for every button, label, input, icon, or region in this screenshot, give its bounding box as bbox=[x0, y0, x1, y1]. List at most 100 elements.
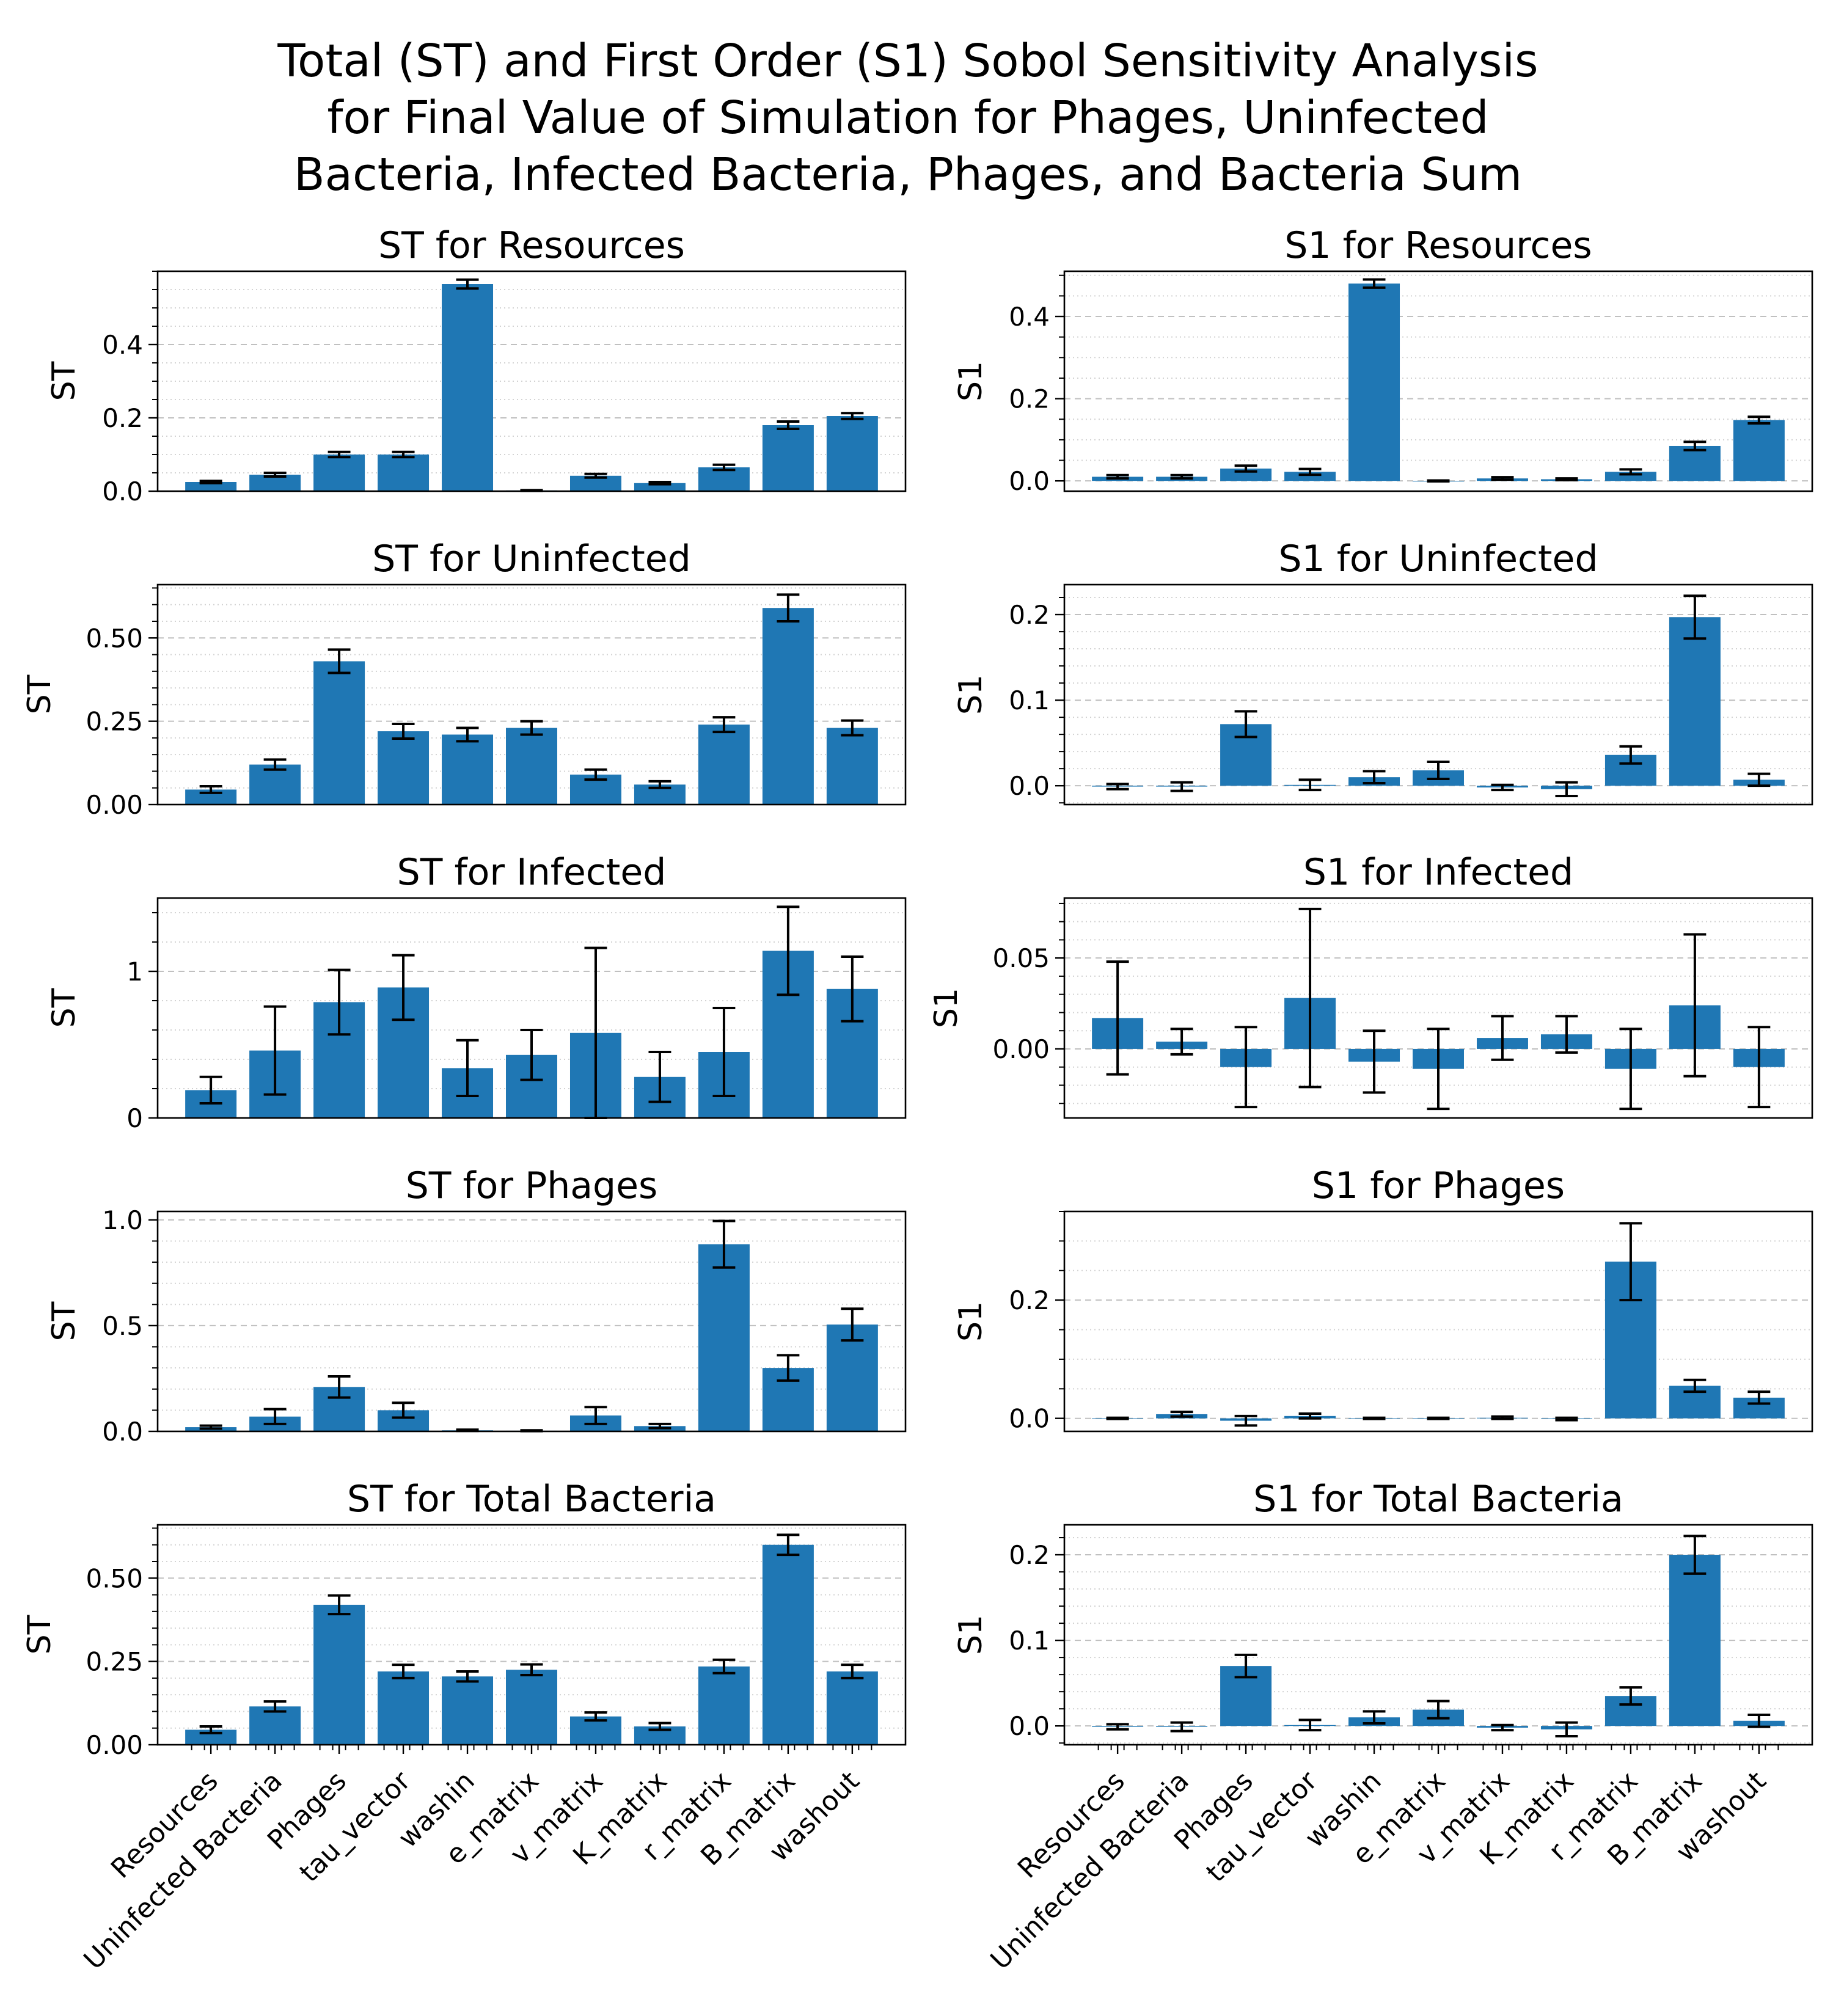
y-axis-label: ST bbox=[21, 674, 58, 714]
bar-r_matrix bbox=[698, 1666, 750, 1745]
y-tick-label: 0.00 bbox=[86, 790, 143, 820]
bar-washin bbox=[1348, 283, 1400, 481]
axes-frame bbox=[156, 583, 907, 806]
bar-r_matrix bbox=[1604, 472, 1656, 481]
bar-e_matrix bbox=[506, 728, 557, 805]
bar-phages bbox=[313, 661, 365, 805]
subplot-8: S1 for Phages 0.0 0.2 S1 bbox=[953, 1164, 1813, 1434]
y-tick-label: 0.25 bbox=[86, 707, 143, 737]
axes-frame bbox=[1063, 1210, 1813, 1433]
subplot-4: S1 for Uninfected 0.0 0.1 0.2 S1 bbox=[953, 538, 1813, 806]
subplot-3: ST for Uninfected 0.00 0.25 0.50 ST bbox=[21, 538, 907, 820]
subplot-title: S1 for Uninfected bbox=[1278, 538, 1598, 580]
y-tick-label: 0.2 bbox=[1009, 1285, 1050, 1315]
subplot-title: S1 for Infected bbox=[1303, 851, 1573, 894]
y-tick-label: 0.00 bbox=[992, 1034, 1050, 1064]
bar-r_matrix bbox=[698, 725, 750, 805]
subplot-title: S1 for Total Bacteria bbox=[1253, 1478, 1623, 1521]
subplot-title: ST for Resources bbox=[378, 224, 685, 267]
figure-title-line-2: for Final Value of Simulation for Phages… bbox=[327, 92, 1488, 144]
y-axis-label: ST bbox=[46, 361, 82, 401]
y-tick-label: 0.2 bbox=[1009, 600, 1050, 630]
y-tick-label: 0.2 bbox=[1009, 384, 1050, 414]
y-axis-label: S1 bbox=[953, 361, 989, 401]
y-tick-label: 0.1 bbox=[1009, 1626, 1050, 1656]
bar-phages bbox=[313, 1604, 365, 1745]
subplot-title: S1 for Phages bbox=[1312, 1164, 1565, 1207]
subplot-5: ST for Infected 0 1 ST bbox=[46, 851, 907, 1133]
y-tick-label: 0.0 bbox=[1009, 1404, 1050, 1434]
y-axis-label: ST bbox=[46, 988, 82, 1028]
bar-phages bbox=[1220, 468, 1272, 481]
axes-frame bbox=[1063, 897, 1813, 1119]
y-axis-label: S1 bbox=[953, 1615, 989, 1655]
figure-title-line-3: Bacteria, Infected Bacteria, Phages, and… bbox=[294, 148, 1522, 201]
subplot-title: ST for Infected bbox=[397, 851, 667, 894]
bar-washout bbox=[826, 728, 878, 805]
axes-frame bbox=[156, 1210, 907, 1433]
y-tick-label: 0.00 bbox=[86, 1730, 143, 1760]
bar-b_matrix bbox=[762, 425, 814, 491]
subplot-title: S1 for Resources bbox=[1284, 224, 1592, 267]
y-tick-label: 0.0 bbox=[1009, 466, 1050, 496]
bar-washout bbox=[826, 1324, 878, 1431]
y-tick-label: 0.25 bbox=[86, 1647, 143, 1677]
y-tick-label: 0.05 bbox=[992, 943, 1050, 973]
bar-b_matrix bbox=[1669, 617, 1721, 786]
bar-e_matrix bbox=[506, 1670, 557, 1745]
bar-uninfected-bacteria bbox=[249, 1706, 301, 1745]
bar-tau_vector bbox=[378, 455, 430, 491]
bar-b_matrix bbox=[762, 1544, 814, 1745]
y-tick-label: 0.1 bbox=[1009, 685, 1050, 715]
subplot-title: ST for Uninfected bbox=[372, 538, 691, 580]
bar-uninfected-bacteria bbox=[249, 764, 301, 805]
y-axis-label: S1 bbox=[928, 988, 965, 1028]
y-tick-label: 0.4 bbox=[1009, 302, 1050, 332]
y-tick-label: 0.0 bbox=[1009, 1711, 1050, 1741]
y-axis-label: ST bbox=[21, 1615, 58, 1654]
figure-title-line-1: Total (ST) and First Order (S1) Sobol Se… bbox=[277, 35, 1538, 87]
bar-washin bbox=[442, 284, 494, 491]
subplot-2: S1 for Resources 0.0 0.2 0.4 S1 bbox=[953, 224, 1813, 496]
bar-b_matrix bbox=[1669, 1555, 1721, 1726]
y-tick-label: 0 bbox=[126, 1103, 143, 1133]
y-tick-label: 0.4 bbox=[102, 330, 143, 360]
y-tick-label: 0.0 bbox=[102, 477, 143, 506]
bar-resources bbox=[185, 482, 237, 491]
axes-frame bbox=[156, 270, 907, 492]
y-tick-label: 0.2 bbox=[102, 403, 143, 433]
bar-tau_vector bbox=[378, 731, 430, 805]
bar-k_matrix bbox=[634, 483, 686, 491]
bar-tau_vector bbox=[1284, 472, 1336, 481]
bar-washout bbox=[826, 1671, 878, 1745]
bar-b_matrix bbox=[1669, 445, 1721, 481]
subplot-6: S1 for Infected 0.00 0.05 S1 bbox=[928, 851, 1813, 1119]
axes-frame bbox=[156, 897, 907, 1119]
y-tick-label: 0.2 bbox=[1009, 1540, 1050, 1570]
subplot-7: ST for Phages 0.0 0.5 1.0 ST bbox=[46, 1164, 907, 1447]
bar-washout bbox=[1733, 420, 1785, 481]
bar-r_matrix bbox=[698, 467, 750, 491]
y-axis-label: S1 bbox=[953, 674, 989, 715]
subplot-title: ST for Total Bacteria bbox=[347, 1478, 716, 1521]
bar-phages bbox=[313, 455, 365, 491]
axes-frame bbox=[1063, 270, 1813, 492]
bar-tau_vector bbox=[378, 1671, 430, 1745]
bar-r_matrix bbox=[698, 1244, 750, 1431]
y-tick-label: 0.0 bbox=[102, 1417, 143, 1447]
subplot-1: ST for Resources 0.0 0.2 0.4 ST bbox=[46, 224, 907, 506]
y-tick-label: 0.5 bbox=[102, 1311, 143, 1341]
axes-frame bbox=[1063, 583, 1813, 806]
bar-b_matrix bbox=[762, 608, 814, 805]
bar-washout bbox=[826, 416, 878, 491]
y-tick-label: 1.0 bbox=[102, 1205, 143, 1235]
y-tick-label: 1 bbox=[126, 957, 143, 987]
y-tick-label: 0.50 bbox=[86, 623, 143, 653]
y-axis-label: S1 bbox=[953, 1301, 989, 1342]
bar-washin bbox=[442, 1676, 494, 1745]
figure-title: Total (ST) and First Order (S1) Sobol Se… bbox=[277, 35, 1538, 201]
y-tick-label: 0.0 bbox=[1009, 771, 1050, 801]
y-tick-label: 0.50 bbox=[86, 1563, 143, 1593]
